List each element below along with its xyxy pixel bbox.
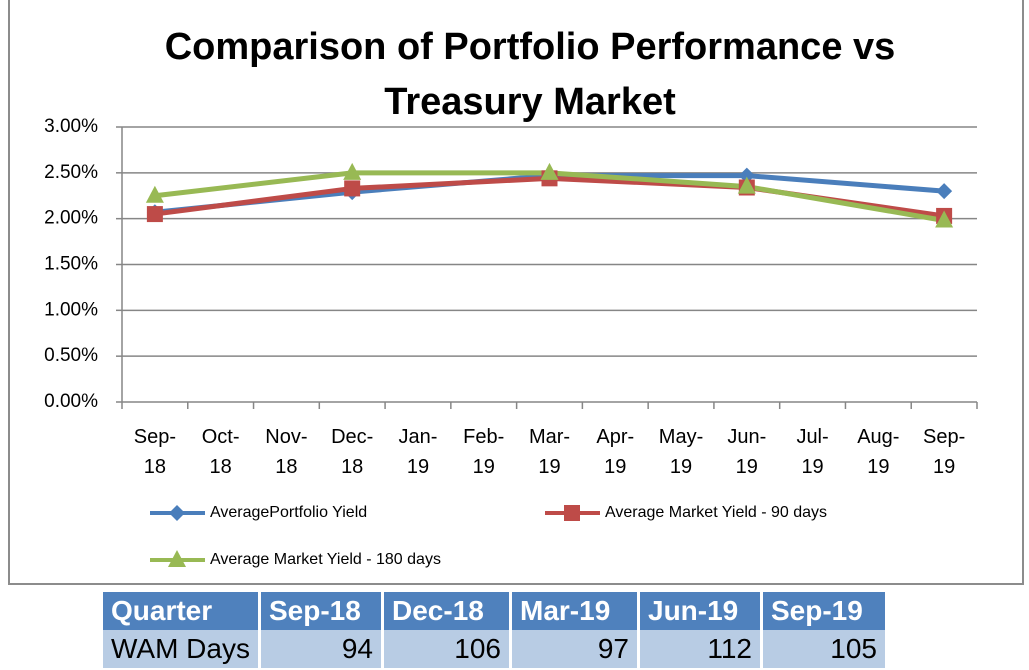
x-tick-label: May-19 — [658, 426, 704, 478]
x-tick-label: Sep-19 — [922, 426, 966, 478]
x-tick-label: Jan-19 — [398, 426, 438, 478]
header-cell: Mar-19 — [512, 592, 637, 630]
table-row: WAM Days 94 106 97 112 105 — [103, 630, 885, 668]
marker — [344, 180, 361, 197]
marker — [146, 206, 163, 223]
marker — [737, 176, 756, 194]
header-cell: Jun-19 — [640, 592, 760, 630]
table-cell: 112 — [640, 630, 760, 668]
x-tick-label: Dec-18 — [331, 426, 374, 478]
x-tick-label: Feb-19 — [463, 426, 505, 478]
table-cell: 97 — [512, 630, 637, 668]
x-tick-label: Mar-19 — [528, 426, 571, 478]
header-cell: Quarter — [103, 592, 258, 630]
y-tick-label: 2.50% — [44, 162, 98, 183]
table-header: Quarter Sep-18 Dec-18 Mar-19 Jun-19 Sep-19 — [103, 592, 885, 630]
table-cell: 105 — [763, 630, 885, 668]
x-tick-label: Aug-19 — [857, 426, 900, 478]
x-tick-label: Jul-19 — [796, 426, 829, 478]
y-tick-label: 1.00% — [44, 299, 98, 320]
x-tick-label: Apr-19 — [596, 426, 635, 478]
x-tick-label: Oct-18 — [201, 426, 240, 478]
table-cell: 106 — [384, 630, 509, 668]
marker — [936, 183, 953, 200]
chart: 0.00% 0.50% 1.00% 1.50% 2.00% 2.50% 3.00% Avera… — [44, 116, 978, 568]
marker — [540, 162, 559, 180]
table-cell: WAM Days — [103, 630, 258, 668]
header-cell: Dec-18 — [384, 592, 509, 630]
legend-label: Average Market Yield - 180 days — [210, 551, 441, 568]
x-tick-label: Jun-19 — [727, 426, 767, 478]
y-tick-label: 0.00% — [44, 391, 98, 412]
legend-label: AveragePortfolio Yield — [210, 504, 367, 521]
x-tick-label: Sep-18 — [133, 426, 176, 478]
chart-frame — [8, 0, 1024, 585]
y-tick-label: 2.00% — [44, 208, 98, 229]
legend-marker — [169, 505, 185, 521]
y-tick-label: 1.50% — [44, 254, 98, 275]
legend-label: Average Market Yield - 90 days — [605, 504, 827, 521]
marker — [145, 185, 164, 203]
x-tick-label: Nov-18 — [265, 426, 308, 478]
marker — [343, 162, 362, 180]
chart-title: Comparison of Portfolio Performance vs T… — [164, 26, 896, 123]
legend-marker — [564, 505, 580, 521]
y-tick-label: 3.00% — [44, 116, 98, 137]
header-cell: Sep-19 — [763, 592, 885, 630]
header-cell: Sep-18 — [261, 592, 381, 630]
legend-marker — [168, 550, 186, 567]
marker — [935, 210, 954, 228]
wam-table: Quarter Sep-18 Dec-18 Mar-19 Jun-19 Sep-19 WAM… — [100, 592, 888, 668]
y-tick-label: 0.50% — [44, 345, 98, 366]
table-cell: 94 — [261, 630, 381, 668]
